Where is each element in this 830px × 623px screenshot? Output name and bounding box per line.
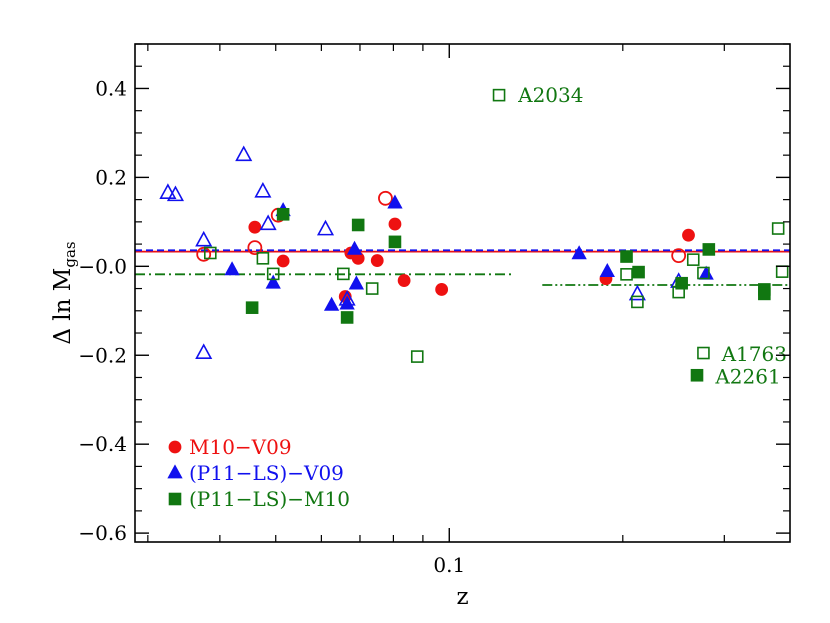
x-axis-label: z bbox=[456, 584, 468, 610]
m10v09-filled-point-8 bbox=[435, 283, 449, 296]
y-tick-label: −0.6 bbox=[78, 521, 127, 545]
p11v09-filled-point-6 bbox=[348, 275, 365, 290]
p11m10-open-point-11 bbox=[697, 266, 710, 280]
p11m10-open-point-1 bbox=[256, 252, 270, 265]
legend-label-p11m10: (P11−LS)−M10 bbox=[189, 487, 350, 511]
p11m10-open-point-2 bbox=[266, 267, 280, 281]
annotation-a2034: A2034 bbox=[517, 83, 583, 107]
p11v09-open-point-4 bbox=[235, 145, 253, 162]
m10v09-filled-point-7 bbox=[397, 274, 411, 287]
y-tick-label: −0.4 bbox=[78, 432, 127, 456]
p11m10-filled-point-8 bbox=[690, 368, 704, 382]
p11m10-open-point-3 bbox=[337, 267, 350, 281]
legend-label-p11v09: (P11−LS)−V09 bbox=[189, 461, 344, 485]
p11m10-open-point-9 bbox=[672, 285, 685, 299]
plot-frame bbox=[134, 43, 791, 543]
p11v09-filled-point-1 bbox=[265, 274, 281, 289]
legend-label-m10v09: M10−V09 bbox=[189, 435, 292, 459]
p11m10-open-point-5 bbox=[410, 350, 424, 363]
axes: 0.4 0.2 −0.0 −0.2 −0.4 −0.6 0.1 bbox=[78, 43, 790, 577]
p11m10-open-point-12 bbox=[697, 346, 710, 360]
p11v09-filled-point-10 bbox=[698, 265, 714, 280]
p11v09-open-point-0 bbox=[159, 183, 177, 199]
m10v09-open-point-1 bbox=[247, 240, 263, 256]
y-tick-label: −0.2 bbox=[78, 343, 127, 367]
p11m10-filled-point-11 bbox=[758, 287, 771, 301]
m10v09-open-point-0 bbox=[196, 246, 212, 262]
p11m10-filled-point-5 bbox=[620, 250, 633, 263]
y-axis-label-sub: gas bbox=[61, 241, 79, 267]
p11m10-filled-point-0 bbox=[245, 301, 259, 314]
p11m10-filled-point-9 bbox=[702, 243, 716, 256]
m10v09-filled-point-1 bbox=[276, 254, 290, 268]
y-axis-label: Δ ln Mgas bbox=[50, 241, 79, 344]
p11v09-open-point-2 bbox=[195, 230, 213, 247]
data-points bbox=[159, 88, 789, 382]
y-tick-label: 0.2 bbox=[95, 165, 127, 189]
legend-marker-m10v09 bbox=[168, 440, 182, 454]
x-tick-label: 0.1 bbox=[433, 553, 465, 577]
p11m10-open-point-14 bbox=[775, 265, 789, 278]
m10v09-filled-point-10 bbox=[682, 228, 695, 242]
p11m10-filled-point-2 bbox=[340, 311, 354, 324]
p11v09-filled-point-3 bbox=[323, 296, 340, 311]
y-tick-label: −0.0 bbox=[78, 254, 127, 278]
p11m10-open-point-7 bbox=[620, 268, 633, 281]
p11m10-filled-point-3 bbox=[351, 218, 365, 232]
m10v09-open-point-3 bbox=[378, 190, 393, 206]
p11m10-open-point-6 bbox=[492, 88, 506, 102]
legend-marker-p11v09 bbox=[167, 464, 183, 479]
p11v09-open-point-7 bbox=[316, 219, 335, 236]
p11v09-filled-point-7 bbox=[387, 194, 403, 209]
m10v09-filled-point-6 bbox=[388, 217, 402, 231]
m10v09-filled-point-0 bbox=[248, 220, 262, 234]
p11m10-filled-point-1 bbox=[276, 207, 290, 221]
legend-marker-p11m10 bbox=[168, 492, 182, 506]
annotation-a1763: A1763 bbox=[721, 342, 787, 366]
p11v09-filled-point-8 bbox=[571, 245, 587, 260]
p11v09-open-point-9 bbox=[628, 284, 646, 301]
y-axis-label-main: Δ ln M bbox=[50, 268, 76, 345]
p11m10-open-point-4 bbox=[365, 282, 379, 295]
p11v09-filled-point-9 bbox=[599, 262, 615, 278]
p11v09-open-point-5 bbox=[254, 181, 272, 198]
p11m10-open-point-10 bbox=[686, 253, 700, 266]
annotation-a2261: A2261 bbox=[714, 365, 780, 389]
p11v09-filled-point-5 bbox=[346, 240, 363, 255]
p11m10-open-point-0 bbox=[203, 246, 217, 260]
p11v09-open-point-1 bbox=[166, 185, 185, 202]
p11v09-open-point-8 bbox=[338, 289, 356, 306]
p11m10-filled-point-4 bbox=[388, 235, 402, 249]
m10v09-open-point-4 bbox=[671, 248, 687, 264]
p11m10-open-point-8 bbox=[631, 295, 644, 309]
p11m10-open-point-13 bbox=[771, 222, 785, 235]
p11v09-open-point-6 bbox=[259, 214, 277, 231]
y-tick-label: 0.4 bbox=[95, 76, 127, 100]
p11v09-filled-point-0 bbox=[224, 261, 240, 276]
m10v09-filled-point-5 bbox=[370, 254, 384, 267]
p11v09-open-point-3 bbox=[195, 343, 213, 360]
p11v09-filled-point-4 bbox=[339, 295, 355, 310]
p11m10-filled-point-7 bbox=[675, 276, 688, 290]
p11m10-filled-point-6 bbox=[632, 265, 645, 279]
legend: M10−V09(P11−LS)−V09(P11−LS)−M10 bbox=[167, 435, 350, 511]
